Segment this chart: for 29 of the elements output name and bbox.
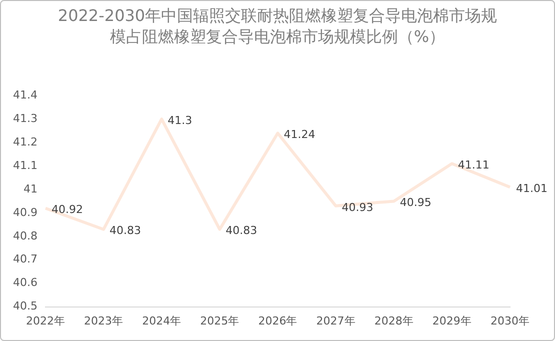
data-label: 41.11 — [458, 158, 490, 172]
y-tick-label: 41 — [23, 182, 38, 196]
x-tick-label: 2028年 — [374, 314, 414, 328]
y-tick-label: 41.3 — [12, 112, 38, 125]
x-tick-label: 2027年 — [316, 314, 356, 328]
x-tick-label: 2024年 — [142, 314, 182, 328]
y-tick-label: 40.6 — [12, 276, 38, 290]
data-label: 41.24 — [284, 128, 316, 142]
y-tick-label: 40.9 — [12, 206, 38, 219]
data-label: 41.01 — [516, 182, 548, 195]
y-tick-label: 41.2 — [12, 135, 38, 148]
x-tick-label: 2025年 — [200, 314, 240, 328]
y-tick-label: 40.8 — [12, 229, 38, 242]
x-tick-label: 2023年 — [84, 314, 124, 328]
data-label: 40.92 — [51, 203, 83, 216]
x-tick-label: 2029年 — [432, 314, 472, 328]
y-tick-label: 40.7 — [12, 252, 38, 266]
data-label: 40.95 — [400, 196, 432, 210]
data-label: 40.93 — [342, 200, 374, 214]
data-label: 40.83 — [226, 224, 258, 238]
x-tick-label: 2022年 — [26, 314, 65, 328]
data-label: 40.83 — [110, 224, 142, 238]
chart-title: 2022-2030年中国辐照交联耐热阻燃橡塑复合导电泡棉市场规模占阻燃橡塑复合导电泡棉市场规模比例（%） — [58, 5, 498, 47]
data-label: 41.3 — [168, 114, 192, 127]
y-tick-label: 40.5 — [12, 300, 38, 313]
y-tick-label: 41.1 — [12, 158, 38, 172]
y-tick-label: 41.4 — [12, 88, 38, 102]
x-tick-label: 2026年 — [258, 314, 298, 328]
x-tick-label: 2030年 — [490, 314, 530, 328]
